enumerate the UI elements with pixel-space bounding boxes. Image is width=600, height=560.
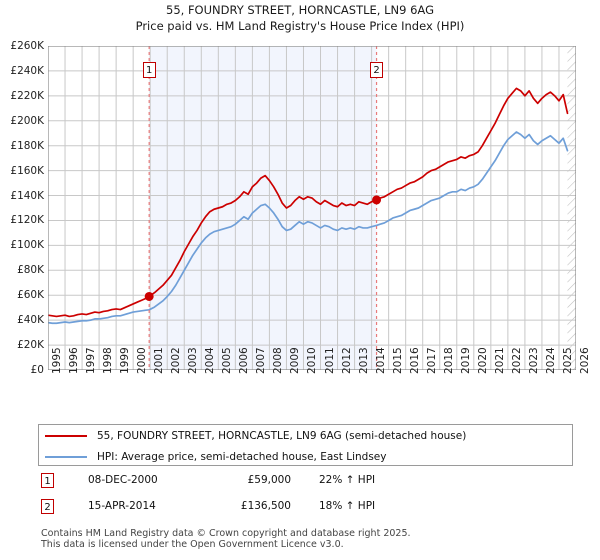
- transaction-price: £59,000: [247, 474, 291, 486]
- transaction-price: £136,500: [240, 500, 291, 512]
- x-axis-tick-label: 2018: [443, 347, 455, 374]
- x-axis-tick-label: 2017: [426, 347, 438, 374]
- x-axis-tick-label: 2023: [528, 347, 540, 374]
- x-axis-tick-label: 1999: [119, 347, 131, 374]
- x-axis-tick-label: 2014: [375, 347, 387, 374]
- x-axis-tick-label: 2010: [306, 347, 318, 374]
- attribution-footer: Contains HM Land Registry data © Crown c…: [41, 528, 561, 550]
- y-axis-tick-label: £240K: [10, 64, 44, 77]
- y-axis-tick-label: £140K: [10, 189, 44, 202]
- x-axis-tick-label: 1995: [51, 347, 63, 374]
- x-axis-tick-label: 2012: [341, 347, 353, 374]
- x-axis-tick-label: 2022: [511, 347, 523, 374]
- title-line-2: Price paid vs. HM Land Registry's House …: [135, 19, 465, 33]
- x-axis-tick-label: 2021: [494, 347, 506, 374]
- x-axis-tick-label: 2013: [358, 347, 370, 374]
- x-axis-tick-label: 2026: [579, 347, 591, 374]
- legend-item-price-paid: 55, FOUNDRY STREET, HORNCASTLE, LN9 6AG …: [39, 425, 572, 446]
- legend-item-hpi: HPI: Average price, semi-detached house,…: [39, 446, 572, 467]
- x-axis-tick-label: 2006: [238, 347, 250, 374]
- x-axis-tick-label: 2019: [460, 347, 472, 374]
- y-axis-tick-label: £100K: [10, 239, 44, 252]
- x-axis-tick-label: 2002: [170, 347, 182, 374]
- x-axis-tick-label: 2005: [221, 347, 233, 374]
- price-history-chart: [48, 46, 576, 370]
- status-badge: 1: [41, 473, 54, 488]
- y-axis-tick-label: £260K: [10, 40, 44, 52]
- transaction-hpi-delta: 18% ↑ HPI: [319, 500, 376, 512]
- x-axis-tick-label: 2020: [477, 347, 489, 374]
- chart-canvas: [48, 46, 576, 370]
- x-axis-tick-label: 2004: [204, 347, 216, 374]
- x-axis-tick-label: 2024: [545, 347, 557, 374]
- legend-label-hpi: HPI: Average price, semi-detached house,…: [97, 450, 387, 463]
- x-axis-tick-label: 2000: [136, 347, 148, 374]
- y-axis-tick-label: £60K: [17, 289, 44, 302]
- page-title: 55, FOUNDRY STREET, HORNCASTLE, LN9 6AG …: [0, 2, 600, 34]
- chart-marker-badge: 2: [370, 62, 384, 78]
- footer-line-2: This data is licensed under the Open Gov…: [41, 539, 344, 550]
- transaction-date: 08-DEC-2000: [88, 474, 158, 486]
- y-axis-tick-label: £80K: [17, 264, 44, 277]
- x-axis-tick-label: 2015: [392, 347, 404, 374]
- y-axis-tick-label: £0: [30, 364, 44, 376]
- y-axis-tick-label: £180K: [10, 139, 44, 152]
- table-row: 2 15-APR-2014 £136,500 18% ↑ HPI: [41, 498, 461, 524]
- status-badge: 2: [41, 499, 54, 514]
- x-axis-tick-label: 1998: [102, 347, 114, 374]
- chart-marker-badge: 1: [142, 62, 156, 78]
- y-axis-tick-label: £160K: [10, 164, 44, 177]
- y-axis-tick-label: £40K: [17, 314, 44, 327]
- transactions-table: 1 08-DEC-2000 £59,000 22% ↑ HPI 2 15-APR…: [41, 472, 461, 524]
- x-axis-tick-label: 2001: [153, 347, 165, 374]
- transaction-date: 15-APR-2014: [88, 500, 156, 512]
- legend-label-price-paid: 55, FOUNDRY STREET, HORNCASTLE, LN9 6AG …: [97, 429, 467, 442]
- y-axis-tick-label: £200K: [10, 114, 44, 127]
- table-row: 1 08-DEC-2000 £59,000 22% ↑ HPI: [41, 472, 461, 498]
- x-axis-tick-label: 2007: [255, 347, 267, 374]
- x-axis-tick-label: 2025: [562, 347, 574, 374]
- chart-legend: 55, FOUNDRY STREET, HORNCASTLE, LN9 6AG …: [38, 424, 573, 466]
- y-axis-tick-label: £220K: [10, 89, 44, 102]
- x-axis-tick-label: 2011: [324, 347, 336, 374]
- x-axis-tick-label: 2009: [289, 347, 301, 374]
- x-axis-tick-label: 1996: [68, 347, 80, 374]
- x-axis-tick-label: 1997: [85, 347, 97, 374]
- legend-swatch-hpi: [45, 455, 87, 458]
- x-axis-tick-label: 2003: [187, 347, 199, 374]
- title-line-1: 55, FOUNDRY STREET, HORNCASTLE, LN9 6AG: [166, 3, 434, 17]
- legend-swatch-price-paid: [45, 434, 87, 437]
- transaction-hpi-delta: 22% ↑ HPI: [319, 474, 376, 486]
- y-axis-tick-label: £120K: [10, 214, 44, 227]
- x-axis-tick-label: 2016: [409, 347, 421, 374]
- x-axis-tick-label: 2008: [272, 347, 284, 374]
- y-axis-tick-label: £20K: [17, 339, 44, 352]
- footer-line-1: Contains HM Land Registry data © Crown c…: [41, 528, 411, 539]
